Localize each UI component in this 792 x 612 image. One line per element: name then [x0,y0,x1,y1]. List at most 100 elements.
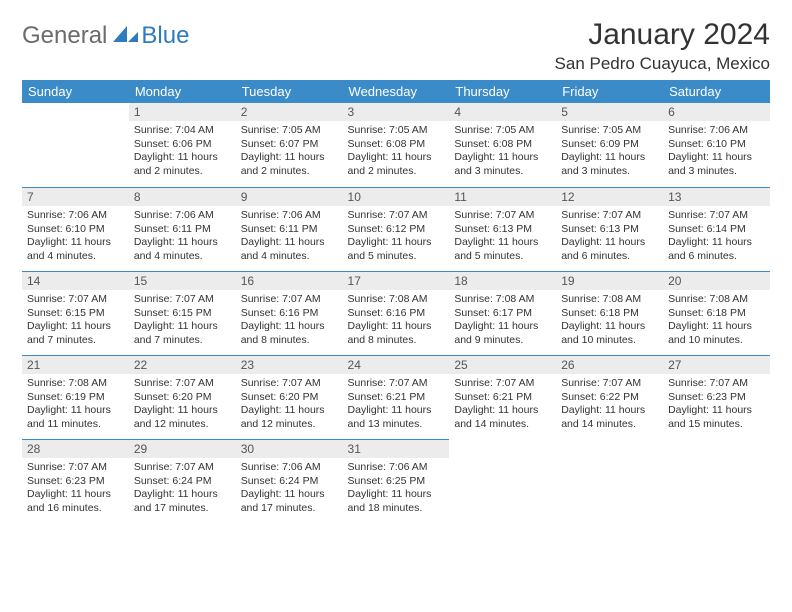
sunset-text: Sunset: 6:25 PM [348,475,445,489]
day-number: 30 [236,439,343,458]
day-number: 29 [129,439,236,458]
calendar-day-cell: 13Sunrise: 7:07 AMSunset: 6:14 PMDayligh… [663,187,770,271]
daylight-text: Daylight: 11 hours and 10 minutes. [668,320,765,347]
sunset-text: Sunset: 6:11 PM [241,223,338,237]
calendar-day-cell: 19Sunrise: 7:08 AMSunset: 6:18 PMDayligh… [556,271,663,355]
calendar-day-cell: 26Sunrise: 7:07 AMSunset: 6:22 PMDayligh… [556,355,663,439]
sunrise-text: Sunrise: 7:08 AM [454,293,551,307]
day-details: Sunrise: 7:07 AMSunset: 6:21 PMDaylight:… [449,374,556,437]
day-number: 15 [129,271,236,290]
calendar-day-cell [663,439,770,523]
calendar-day-cell: 27Sunrise: 7:07 AMSunset: 6:23 PMDayligh… [663,355,770,439]
sunset-text: Sunset: 6:24 PM [134,475,231,489]
calendar-day-cell [556,439,663,523]
weekday-header: Monday [129,80,236,103]
calendar-week-row: 1Sunrise: 7:04 AMSunset: 6:06 PMDaylight… [22,103,770,187]
daylight-text: Daylight: 11 hours and 5 minutes. [454,236,551,263]
sunset-text: Sunset: 6:23 PM [27,475,124,489]
calendar-day-cell [449,439,556,523]
sunrise-text: Sunrise: 7:07 AM [454,209,551,223]
sunrise-text: Sunrise: 7:07 AM [668,377,765,391]
weekday-header: Sunday [22,80,129,103]
day-details: Sunrise: 7:06 AMSunset: 6:25 PMDaylight:… [343,458,450,521]
daylight-text: Daylight: 11 hours and 2 minutes. [134,151,231,178]
daylight-text: Daylight: 11 hours and 7 minutes. [27,320,124,347]
sunset-text: Sunset: 6:13 PM [454,223,551,237]
day-details: Sunrise: 7:07 AMSunset: 6:24 PMDaylight:… [129,458,236,521]
day-details: Sunrise: 7:07 AMSunset: 6:13 PMDaylight:… [449,206,556,269]
day-details: Sunrise: 7:06 AMSunset: 6:11 PMDaylight:… [236,206,343,269]
sunset-text: Sunset: 6:18 PM [561,307,658,321]
sunset-text: Sunset: 6:15 PM [134,307,231,321]
sunrise-text: Sunrise: 7:07 AM [348,209,445,223]
sunrise-text: Sunrise: 7:07 AM [134,293,231,307]
day-details: Sunrise: 7:07 AMSunset: 6:21 PMDaylight:… [343,374,450,437]
sunset-text: Sunset: 6:21 PM [454,391,551,405]
logo-mark-icon [113,24,139,49]
title-block: January 2024 San Pedro Cuayuca, Mexico [555,18,770,74]
sunrise-text: Sunrise: 7:06 AM [241,461,338,475]
calendar-day-cell: 6Sunrise: 7:06 AMSunset: 6:10 PMDaylight… [663,103,770,187]
day-details: Sunrise: 7:07 AMSunset: 6:15 PMDaylight:… [129,290,236,353]
calendar-day-cell: 8Sunrise: 7:06 AMSunset: 6:11 PMDaylight… [129,187,236,271]
daylight-text: Daylight: 11 hours and 14 minutes. [454,404,551,431]
daylight-text: Daylight: 11 hours and 8 minutes. [241,320,338,347]
sunset-text: Sunset: 6:10 PM [668,138,765,152]
location-label: San Pedro Cuayuca, Mexico [555,54,770,74]
day-details: Sunrise: 7:07 AMSunset: 6:15 PMDaylight:… [22,290,129,353]
day-details: Sunrise: 7:07 AMSunset: 6:12 PMDaylight:… [343,206,450,269]
calendar-day-cell: 2Sunrise: 7:05 AMSunset: 6:07 PMDaylight… [236,103,343,187]
sunset-text: Sunset: 6:18 PM [668,307,765,321]
calendar-day-cell: 11Sunrise: 7:07 AMSunset: 6:13 PMDayligh… [449,187,556,271]
day-number: 19 [556,271,663,290]
sunset-text: Sunset: 6:16 PM [241,307,338,321]
day-number: 7 [22,187,129,206]
day-number: 2 [236,103,343,121]
daylight-text: Daylight: 11 hours and 16 minutes. [27,488,124,515]
calendar-body: 1Sunrise: 7:04 AMSunset: 6:06 PMDaylight… [22,103,770,523]
logo-text-blue: Blue [141,22,189,50]
calendar-day-cell: 10Sunrise: 7:07 AMSunset: 6:12 PMDayligh… [343,187,450,271]
day-number: 31 [343,439,450,458]
calendar-day-cell: 15Sunrise: 7:07 AMSunset: 6:15 PMDayligh… [129,271,236,355]
calendar-day-cell: 12Sunrise: 7:07 AMSunset: 6:13 PMDayligh… [556,187,663,271]
day-number: 13 [663,187,770,206]
day-details: Sunrise: 7:06 AMSunset: 6:24 PMDaylight:… [236,458,343,521]
daylight-text: Daylight: 11 hours and 7 minutes. [134,320,231,347]
sunset-text: Sunset: 6:08 PM [348,138,445,152]
day-details: Sunrise: 7:06 AMSunset: 6:11 PMDaylight:… [129,206,236,269]
sunset-text: Sunset: 6:09 PM [561,138,658,152]
day-details: Sunrise: 7:05 AMSunset: 6:08 PMDaylight:… [449,121,556,184]
day-details: Sunrise: 7:07 AMSunset: 6:16 PMDaylight:… [236,290,343,353]
calendar-day-cell: 9Sunrise: 7:06 AMSunset: 6:11 PMDaylight… [236,187,343,271]
calendar-table: Sunday Monday Tuesday Wednesday Thursday… [22,80,770,523]
day-details: Sunrise: 7:07 AMSunset: 6:14 PMDaylight:… [663,206,770,269]
calendar-day-cell: 17Sunrise: 7:08 AMSunset: 6:16 PMDayligh… [343,271,450,355]
day-number: 3 [343,103,450,121]
sunrise-text: Sunrise: 7:07 AM [668,209,765,223]
daylight-text: Daylight: 11 hours and 15 minutes. [668,404,765,431]
calendar-week-row: 21Sunrise: 7:08 AMSunset: 6:19 PMDayligh… [22,355,770,439]
weekday-header: Thursday [449,80,556,103]
sunrise-text: Sunrise: 7:06 AM [134,209,231,223]
sunset-text: Sunset: 6:11 PM [134,223,231,237]
sunrise-text: Sunrise: 7:07 AM [134,461,231,475]
calendar-day-cell: 23Sunrise: 7:07 AMSunset: 6:20 PMDayligh… [236,355,343,439]
sunrise-text: Sunrise: 7:07 AM [27,461,124,475]
daylight-text: Daylight: 11 hours and 11 minutes. [27,404,124,431]
sunrise-text: Sunrise: 7:08 AM [348,293,445,307]
calendar-day-cell: 1Sunrise: 7:04 AMSunset: 6:06 PMDaylight… [129,103,236,187]
day-number: 18 [449,271,556,290]
daylight-text: Daylight: 11 hours and 18 minutes. [348,488,445,515]
day-details: Sunrise: 7:04 AMSunset: 6:06 PMDaylight:… [129,121,236,184]
sunrise-text: Sunrise: 7:06 AM [348,461,445,475]
calendar-day-cell: 16Sunrise: 7:07 AMSunset: 6:16 PMDayligh… [236,271,343,355]
day-details: Sunrise: 7:07 AMSunset: 6:13 PMDaylight:… [556,206,663,269]
sunset-text: Sunset: 6:12 PM [348,223,445,237]
day-details: Sunrise: 7:07 AMSunset: 6:20 PMDaylight:… [129,374,236,437]
sunset-text: Sunset: 6:07 PM [241,138,338,152]
calendar-day-cell: 24Sunrise: 7:07 AMSunset: 6:21 PMDayligh… [343,355,450,439]
sunrise-text: Sunrise: 7:06 AM [27,209,124,223]
weekday-header: Wednesday [343,80,450,103]
daylight-text: Daylight: 11 hours and 2 minutes. [348,151,445,178]
